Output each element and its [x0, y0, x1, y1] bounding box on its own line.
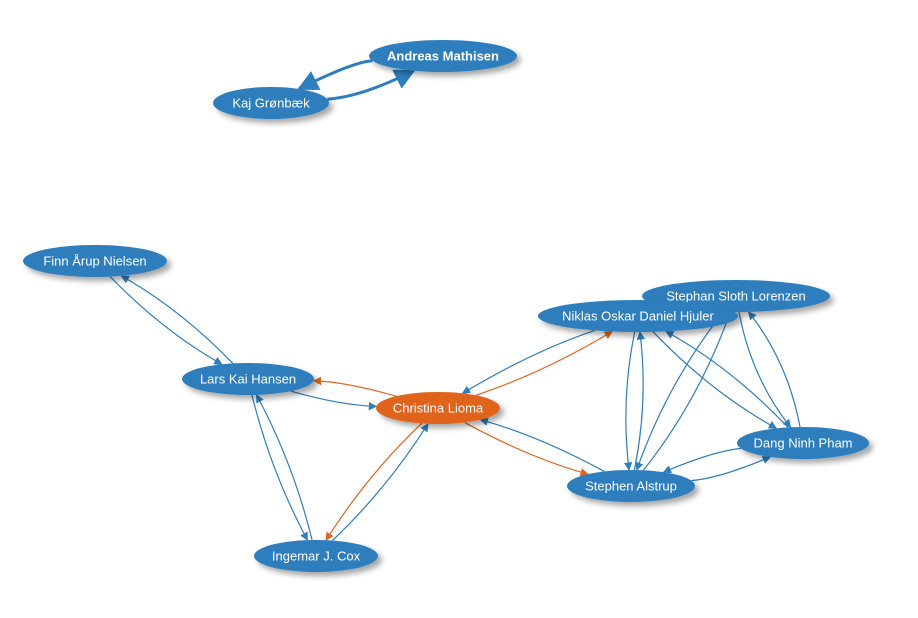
edge-christina-ingemar	[326, 423, 422, 540]
node-ingemar[interactable]: Ingemar J. Cox	[254, 540, 378, 572]
node-niklas[interactable]: Niklas Oskar Daniel Hjuler	[538, 300, 738, 332]
network-graph: Andreas Mathisen Kaj Grønbæk Finn Årup Nie…	[0, 0, 918, 618]
node-label-christina: Christina Lioma	[393, 401, 484, 416]
node-dang[interactable]: Dang Ninh Pham	[737, 427, 869, 459]
edge-kaj-andreas	[327, 71, 413, 99]
edge-finn-lars	[110, 277, 222, 365]
node-label-finn: Finn Årup Nielsen	[43, 254, 146, 269]
node-andreas[interactable]: Andreas Mathisen	[369, 40, 517, 72]
edge-lars-christina	[291, 391, 376, 406]
node-christina[interactable]: Christina Lioma	[376, 392, 500, 424]
edge-ingemar-christina	[332, 424, 428, 541]
edge-andreas-kaj	[299, 61, 372, 89]
node-label-dang: Dang Ninh Pham	[754, 436, 853, 451]
node-label-lars: Lars Kai Hansen	[200, 372, 296, 387]
edge-niklas-dang	[653, 332, 776, 429]
edge-christina-niklas	[476, 331, 612, 395]
node-stephen[interactable]: Stephen Alstrup	[567, 470, 695, 502]
edge-lars-ingemar	[252, 395, 308, 540]
edge-christina-stephen	[465, 422, 588, 474]
edge-lars-finn	[121, 276, 232, 364]
edge-stephen-niklas	[634, 332, 643, 470]
edge-niklas-christina	[463, 330, 595, 393]
node-finn[interactable]: Finn Årup Nielsen	[23, 245, 167, 277]
edge-stephan-stephen	[637, 312, 724, 470]
node-label-kaj: Kaj Grønbæk	[232, 96, 310, 111]
edge-niklas-stephen	[626, 332, 635, 470]
edge-ingemar-lars	[257, 395, 313, 540]
node-label-andreas: Andreas Mathisen	[387, 49, 499, 64]
node-label-ingemar: Ingemar J. Cox	[272, 549, 361, 564]
edge-stephen-christina	[480, 420, 604, 472]
edge-dang-stephen	[663, 448, 741, 472]
node-kaj[interactable]: Kaj Grønbæk	[213, 87, 329, 119]
node-label-stephan: Stephan Sloth Lorenzen	[666, 289, 806, 304]
node-label-niklas: Niklas Oskar Daniel Hjuler	[562, 309, 714, 324]
edge-stephen-dang	[691, 457, 770, 481]
edge-dang-niklas	[666, 331, 788, 427]
edge-christina-lars	[314, 381, 397, 396]
nodes-layer: Andreas Mathisen Kaj Grønbæk Finn Årup Nie…	[23, 40, 869, 572]
node-label-stephen: Stephen Alstrup	[585, 479, 677, 494]
node-lars[interactable]: Lars Kai Hansen	[182, 363, 314, 395]
